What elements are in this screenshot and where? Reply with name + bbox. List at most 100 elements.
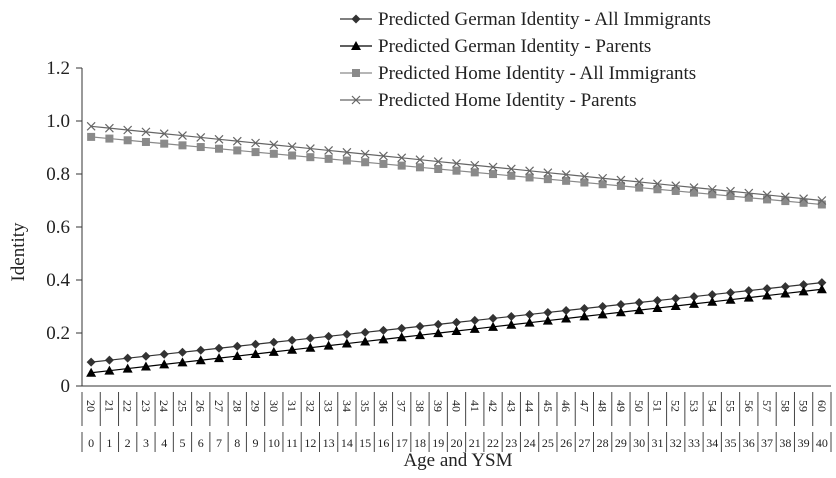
data-point [488,313,498,323]
data-point [470,160,480,170]
data-point [671,181,681,191]
legend-label: Predicted Home Identity - Parents [378,90,637,111]
data-point [780,282,790,292]
data-point [250,348,261,358]
data-point [543,175,552,184]
series-4 [86,121,827,205]
data-point [725,294,736,304]
data-point [196,143,205,152]
data-point [324,154,333,163]
x-ysm-label: 6 [198,436,204,450]
data-point [360,149,370,159]
data-point [352,69,360,77]
x-age-label: 34 [340,400,354,412]
x-age-label: 20 [84,400,98,412]
data-point [105,134,114,143]
data-point [451,326,462,336]
axes: 00.20.40.60.81.01.220 21 22 23 24 25 26 27 28 29 3… [46,58,832,452]
y-axis-title: Identity [8,222,29,282]
data-point [86,121,96,131]
data-point [433,157,443,166]
data-point [360,336,371,346]
data-point [215,144,224,153]
data-point [816,284,827,294]
data-point [726,288,736,298]
x-age-label: 43 [504,400,518,412]
x-ysm-label: 17 [396,436,408,450]
x-age-label: 56 [742,400,756,412]
data-point [323,340,334,350]
data-point [415,321,425,331]
data-point [434,164,443,173]
data-point [122,363,133,373]
data-point [433,328,444,338]
data-point [634,305,645,315]
data-point [232,136,242,146]
data-point [379,159,388,168]
x-age-label: 50 [632,400,646,412]
data-point [652,303,663,313]
data-point [196,133,206,142]
x-age-label: 32 [303,400,317,412]
x-ysm-label: 30 [633,436,645,450]
y-tick-label: 0.6 [46,217,70,238]
x-ysm-label: 27 [578,436,590,450]
data-point [469,323,480,333]
data-point [707,296,718,306]
x-ysm-label: 0 [88,436,94,450]
data-point [141,137,150,146]
data-point [160,139,169,148]
data-point [214,353,225,363]
x-ysm-label: 31 [651,436,663,450]
data-point [763,195,772,204]
x-age-label: 35 [358,400,372,412]
data-point [104,123,114,133]
data-point [305,342,316,352]
x-age-label: 30 [267,400,281,412]
x-ysm-label: 33 [688,436,700,450]
data-point [361,158,370,167]
data-point [452,166,461,175]
x-ysm-label: 2 [125,436,131,450]
data-point [232,351,243,361]
data-point [324,145,334,155]
data-point [780,288,791,298]
data-point [525,173,534,182]
data-point [177,357,188,367]
x-ysm-label: 14 [341,436,353,450]
data-point [689,183,699,192]
data-point [744,188,754,198]
data-point [506,319,517,329]
data-point [415,163,424,172]
legend-item: Predicted German Identity - Parents [340,36,651,57]
data-point [799,198,808,207]
data-point [635,183,644,192]
x-ysm-label: 12 [304,436,316,450]
data-point [781,197,790,206]
x-age-label: 58 [778,400,792,412]
data-point [616,181,625,190]
data-point [780,192,790,202]
data-point [397,323,407,333]
x-ysm-label: 24 [524,436,536,450]
x-ysm-label: 34 [706,436,718,450]
x-axis-title: Age and YSM [403,450,512,471]
data-point [452,317,461,327]
data-point [652,296,662,306]
data-point [744,286,754,296]
data-point [397,161,406,170]
x-age-label: 41 [468,400,482,412]
data-point [378,325,388,335]
x-age-label: 37 [395,400,409,412]
x-ysm-label: 7 [216,436,222,450]
data-point [653,179,662,189]
data-point [616,175,626,185]
data-point [488,321,499,331]
legend-item: Predicted German Identity - All Immigran… [340,9,711,30]
data-point [470,315,480,325]
data-point [653,185,662,194]
data-point [141,127,151,137]
data-point [86,357,96,367]
y-tick-label: 0.4 [46,270,70,291]
x-ysm-label: 10 [268,436,280,450]
